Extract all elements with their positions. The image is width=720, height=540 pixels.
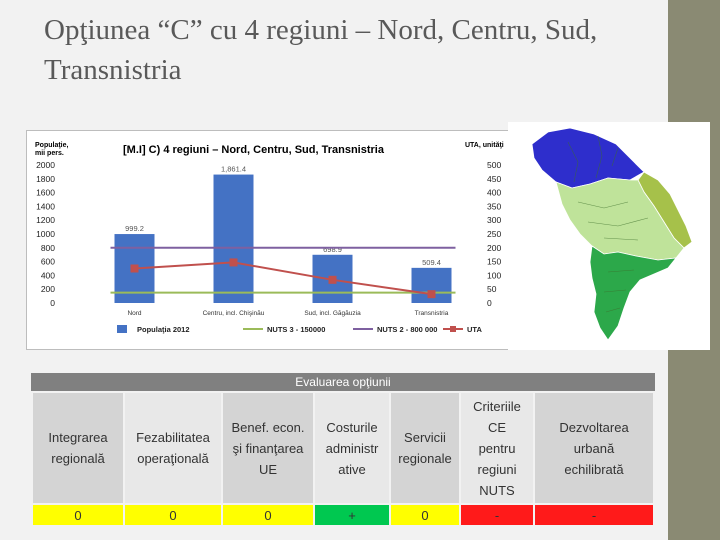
bar	[213, 174, 254, 303]
criterion-cell: Criteriile CE pentru regiuni NUTS	[461, 393, 533, 503]
y-tick-left: 1200	[36, 215, 55, 225]
criterion-value: 0	[391, 503, 459, 525]
x-tick-label: Nord	[127, 310, 141, 317]
chart-container: Populaţie, mii pers. UTA, unităţi [M.I] C) …	[26, 130, 512, 350]
y-tick-left: 2000	[36, 160, 55, 170]
y-tick-left: 1400	[36, 201, 55, 211]
moldova-region-map	[531, 127, 693, 341]
bar-data-label: 698.9	[323, 245, 342, 254]
criterion-cell: Dezvoltarea urbană echilibrată	[535, 393, 653, 503]
map-container	[508, 122, 710, 350]
legend-label: NUTS 2 - 800 000	[377, 325, 437, 334]
criterion-value: -	[461, 503, 533, 525]
y-tick-right: 150	[487, 257, 501, 267]
y-tick-left: 800	[41, 243, 55, 253]
legend-label: NUTS 3 - 150000	[267, 325, 325, 334]
evaluation-table: Integrarea regională Fezabilitatea operaţi…	[31, 393, 655, 525]
y-tick-right: 300	[487, 215, 501, 225]
y-axis-left-label: Populaţie,	[35, 142, 69, 149]
y-tick-right: 250	[487, 229, 501, 239]
y-tick-right: 400	[487, 188, 501, 198]
y-tick-left: 400	[41, 270, 55, 280]
y-tick-right: 50	[487, 284, 497, 294]
legend-label: Populaţia 2012	[137, 325, 190, 334]
series-marker	[229, 258, 238, 267]
series-line	[134, 261, 432, 296]
y-tick-right: 0	[487, 298, 492, 308]
x-tick-label: Sud, incl. Găgăuzia	[304, 310, 361, 317]
criteria-row: Integrarea regională Fezabilitatea operaţi…	[33, 393, 653, 503]
bar-data-label: 1,861.4	[221, 165, 246, 174]
criterion-cell: Integrarea regională	[33, 393, 123, 503]
y-tick-left: 200	[41, 284, 55, 294]
y-tick-left: 1800	[36, 174, 55, 184]
slide-title: Opţiunea “C” cu 4 regiuni – Nord, Centru…	[44, 14, 598, 86]
legend-swatch-marker	[450, 326, 456, 332]
criterion-value: -	[535, 503, 653, 525]
criterion-cell: Fezabilitatea operaţională	[125, 393, 221, 503]
map-region-sud	[589, 245, 677, 341]
population-chart: Populaţie,mii pers. UTA, unităţi [M.I] C) …	[35, 142, 504, 334]
y-axis-right-label: UTA, unităţi	[465, 142, 504, 149]
y-tick-right: 500	[487, 160, 501, 170]
y-tick-left: 1600	[36, 188, 55, 198]
y-tick-right: 350	[487, 201, 501, 211]
y-tick-right: 200	[487, 243, 501, 253]
y-tick-right: 100	[487, 270, 501, 280]
legend-swatch	[117, 325, 127, 333]
x-tick-label: Transnistria	[415, 310, 449, 317]
legend-label: UTA	[467, 325, 482, 334]
evaluation-header: Evaluarea opţiunii	[31, 373, 655, 391]
map-region-nord	[531, 127, 645, 189]
y-tick-left: 0	[50, 298, 55, 308]
series-marker	[328, 275, 337, 284]
y-tick-left: 600	[41, 257, 55, 267]
criterion-value: 0	[223, 503, 313, 525]
criterion-cell: Benef. econ. şi finanţarea UE	[223, 393, 313, 503]
map-region-centru	[555, 177, 685, 261]
x-tick-label: Centru, incl. Chişinău	[203, 310, 265, 317]
criterion-cell: Costurile administr ative	[315, 393, 389, 503]
y-tick-right: 450	[487, 174, 501, 184]
series-marker	[427, 290, 436, 299]
values-row: 0 0 0 + 0 - -	[33, 503, 653, 525]
bar-data-label: 509.4	[422, 258, 441, 267]
criterion-value: 0	[33, 503, 123, 525]
y-tick-left: 1000	[36, 229, 55, 239]
y-axis-left-label: mii pers.	[35, 150, 64, 157]
criterion-value: +	[315, 503, 389, 525]
bar-data-label: 999.2	[125, 224, 144, 233]
criterion-value: 0	[125, 503, 221, 525]
criterion-cell: Servicii regionale	[391, 393, 459, 503]
series-marker	[130, 264, 139, 273]
chart-title: [M.I] C) 4 regiuni – Nord, Centru, Sud, …	[123, 144, 385, 156]
